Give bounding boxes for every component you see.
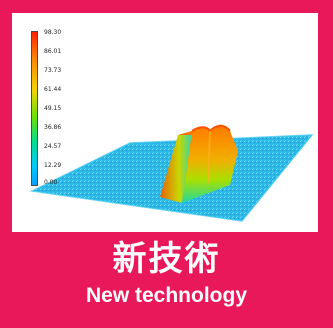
colorbar-tick-label: 0.00 — [44, 179, 58, 186]
3d-surface-plot-icon — [29, 124, 314, 222]
caption-title-en: New technology — [85, 284, 248, 307]
caption-title-ja: 新技術 — [112, 239, 221, 279]
surface-plot-figure: 98.30 86.01 73.73 61.44 49.15 36.86 24.5… — [12, 13, 318, 232]
colorbar-tick-label: 49.15 — [44, 105, 62, 112]
colorbar-tick-label: 86.01 — [44, 48, 62, 55]
colorbar-tick-label: 98.30 — [44, 29, 62, 36]
colorbar-tick-label: 61.44 — [44, 86, 62, 93]
colorbar-tick-label: 12.29 — [44, 162, 62, 169]
colorbar — [31, 31, 38, 186]
colorbar-tick-label: 36.86 — [44, 124, 62, 131]
colorbar-tick-label: 73.73 — [44, 67, 62, 74]
colorbar-tick-label: 24.57 — [44, 143, 62, 150]
